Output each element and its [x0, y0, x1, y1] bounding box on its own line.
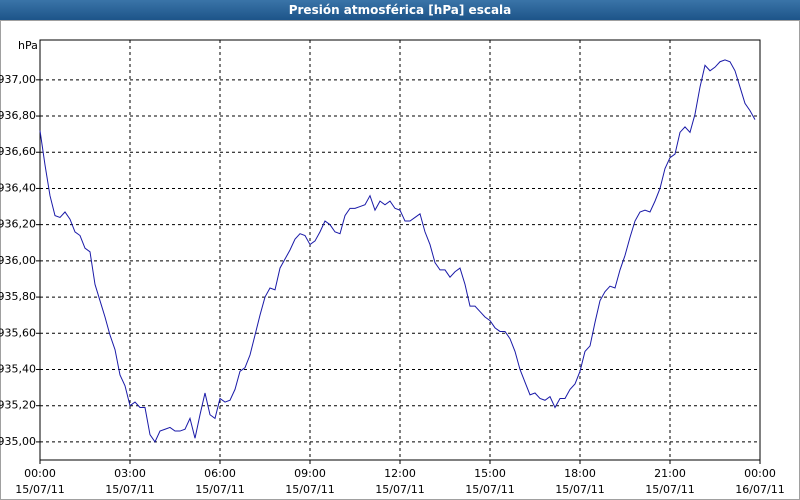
- y-tick-label: 936,40: [0, 181, 36, 194]
- y-unit: hPa: [18, 39, 38, 52]
- x-tick-label: 00:00: [24, 467, 56, 480]
- x-tick-label: 03:00: [114, 467, 146, 480]
- y-tick-label: 936,20: [0, 218, 36, 231]
- y-tick-label: 935,20: [0, 399, 36, 412]
- y-tick-label: 935,60: [0, 326, 36, 339]
- x-tick-date: 15/07/11: [105, 483, 154, 496]
- x-tick-date: 15/07/11: [465, 483, 514, 496]
- chart: hPa 935,00 935,20 935,40 935,60 935,80 936,00…: [0, 20, 800, 500]
- x-tick-label: 06:00: [204, 467, 236, 480]
- y-tick-label: 937,00: [0, 73, 36, 86]
- y-tick-label: 936,80: [0, 109, 36, 122]
- x-tick-label: 15:00: [474, 467, 506, 480]
- x-tick-label: 21:00: [654, 467, 686, 480]
- x-tick-label: 00:00: [744, 467, 776, 480]
- x-tick-date: 15/07/11: [555, 483, 604, 496]
- x-tick-date: 15/07/11: [15, 483, 64, 496]
- y-tick-label: 935,80: [0, 290, 36, 303]
- y-tick-label: 935,00: [0, 435, 36, 448]
- x-tick-date: 15/07/11: [195, 483, 244, 496]
- y-tick-label: 935,40: [0, 362, 36, 375]
- x-tick-date: 15/07/11: [285, 483, 334, 496]
- y-tick-label: 936,60: [0, 145, 36, 158]
- x-tick-date: 15/07/11: [645, 483, 694, 496]
- x-tick-label: 18:00: [564, 467, 596, 480]
- x-tick-label: 12:00: [384, 467, 416, 480]
- y-tick-label: 936,00: [0, 254, 36, 267]
- data-line: [39, 59, 756, 443]
- title-bar: Presión atmosférica [hPa] escala: [0, 0, 800, 20]
- x-tick-date: 16/07/11: [735, 483, 784, 496]
- x-tick-label: 09:00: [294, 467, 326, 480]
- x-tick-date: 15/07/11: [375, 483, 424, 496]
